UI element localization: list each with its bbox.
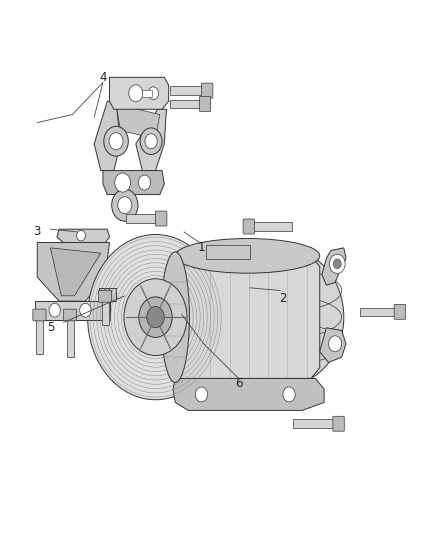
- Text: 4: 4: [99, 71, 107, 84]
- Polygon shape: [175, 256, 320, 378]
- Ellipse shape: [161, 252, 190, 383]
- Circle shape: [145, 134, 157, 149]
- FancyBboxPatch shape: [64, 309, 77, 321]
- Polygon shape: [37, 243, 110, 301]
- Polygon shape: [50, 248, 101, 296]
- Circle shape: [140, 128, 162, 155]
- Text: 5: 5: [47, 321, 54, 334]
- Text: 1: 1: [198, 241, 205, 254]
- Polygon shape: [110, 77, 169, 109]
- Circle shape: [139, 297, 172, 337]
- Ellipse shape: [221, 248, 344, 386]
- FancyBboxPatch shape: [170, 100, 200, 108]
- Polygon shape: [99, 288, 116, 301]
- FancyBboxPatch shape: [170, 86, 202, 95]
- Circle shape: [104, 126, 128, 156]
- Polygon shape: [116, 104, 160, 139]
- FancyBboxPatch shape: [199, 96, 211, 111]
- FancyBboxPatch shape: [36, 320, 43, 354]
- Polygon shape: [320, 328, 346, 362]
- Circle shape: [77, 230, 85, 241]
- Text: 2: 2: [279, 292, 286, 305]
- Polygon shape: [173, 378, 324, 410]
- Circle shape: [148, 87, 159, 100]
- Polygon shape: [136, 109, 166, 171]
- Circle shape: [109, 133, 123, 150]
- Circle shape: [112, 189, 138, 221]
- Circle shape: [80, 303, 91, 317]
- Circle shape: [118, 197, 132, 214]
- FancyBboxPatch shape: [142, 90, 152, 97]
- Circle shape: [333, 259, 341, 269]
- Circle shape: [49, 303, 60, 317]
- Circle shape: [329, 254, 345, 273]
- Circle shape: [88, 235, 223, 400]
- FancyBboxPatch shape: [99, 290, 112, 302]
- Circle shape: [195, 387, 208, 402]
- Text: 3: 3: [34, 225, 41, 238]
- Circle shape: [103, 289, 112, 300]
- Text: 6: 6: [235, 377, 243, 390]
- FancyBboxPatch shape: [253, 222, 292, 231]
- FancyBboxPatch shape: [243, 219, 254, 234]
- FancyBboxPatch shape: [394, 304, 406, 319]
- FancyBboxPatch shape: [333, 416, 344, 431]
- FancyBboxPatch shape: [201, 83, 213, 98]
- Polygon shape: [35, 301, 110, 320]
- Polygon shape: [206, 245, 250, 259]
- Circle shape: [138, 175, 151, 190]
- FancyBboxPatch shape: [102, 301, 109, 325]
- Circle shape: [147, 306, 164, 328]
- FancyBboxPatch shape: [155, 211, 167, 226]
- Circle shape: [115, 173, 131, 192]
- Polygon shape: [103, 171, 164, 195]
- Polygon shape: [322, 248, 346, 285]
- FancyBboxPatch shape: [126, 214, 156, 223]
- Circle shape: [129, 85, 143, 102]
- FancyBboxPatch shape: [360, 308, 395, 316]
- Circle shape: [124, 279, 187, 356]
- Polygon shape: [94, 101, 120, 171]
- Circle shape: [328, 336, 342, 352]
- FancyBboxPatch shape: [67, 320, 74, 357]
- Circle shape: [283, 387, 295, 402]
- FancyBboxPatch shape: [293, 419, 334, 428]
- Polygon shape: [57, 229, 110, 243]
- Ellipse shape: [175, 239, 320, 273]
- FancyBboxPatch shape: [33, 309, 46, 321]
